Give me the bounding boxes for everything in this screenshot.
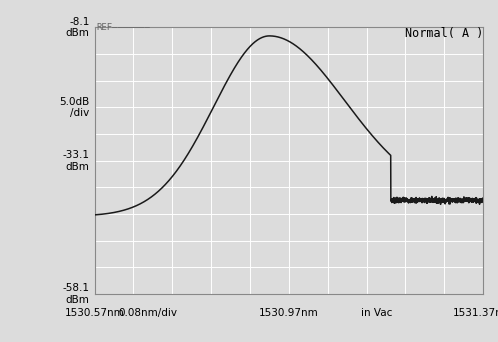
Text: 0.08nm/div: 0.08nm/div [119, 308, 177, 318]
Text: 1530.57nm: 1530.57nm [65, 308, 124, 318]
Text: 5.0dB
/div: 5.0dB /div [59, 96, 90, 118]
Text: -58.1
dBm: -58.1 dBm [63, 283, 90, 305]
Text: in Vac: in Vac [361, 308, 392, 318]
Text: Normal( A ): Normal( A ) [405, 27, 483, 40]
Text: 1530.97nm: 1530.97nm [259, 308, 319, 318]
Text: REF―――――――: REF――――――― [96, 23, 150, 32]
Text: 1531.37nm: 1531.37nm [453, 308, 498, 318]
Text: -8.1
dBm: -8.1 dBm [66, 16, 90, 38]
Text: -33.1
dBm: -33.1 dBm [63, 150, 90, 172]
